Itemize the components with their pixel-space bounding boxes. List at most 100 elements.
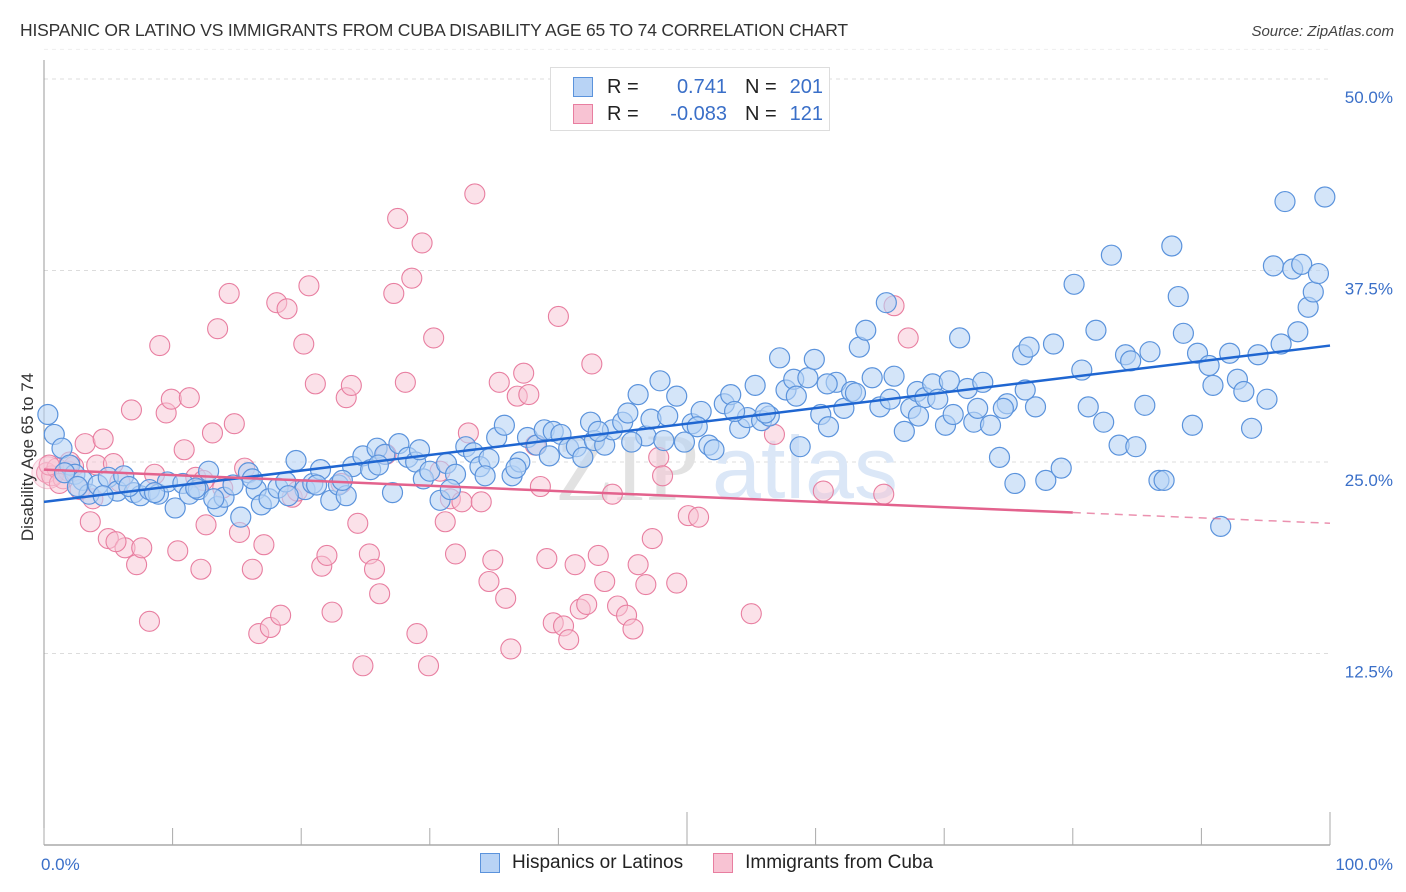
blue-swatch-icon — [573, 77, 593, 97]
data-point-cuba — [195, 514, 217, 536]
data-point-hispanic — [949, 327, 971, 349]
data-point-cuba — [173, 439, 195, 461]
data-point-hispanic — [1042, 333, 1065, 355]
data-point-cuba — [160, 388, 182, 410]
data-point-cuba — [401, 267, 423, 289]
data-point-cuba — [423, 327, 445, 349]
data-point-hispanic — [1100, 244, 1122, 266]
data-point-hispanic — [768, 347, 791, 369]
data-point-cuba — [652, 465, 674, 487]
data-point-cuba — [293, 333, 315, 355]
data-point-cuba — [298, 275, 320, 297]
data-point-cuba — [120, 399, 142, 421]
data-point-hispanic — [1210, 515, 1232, 537]
y-tick-label: 12.5% — [1345, 663, 1393, 682]
data-point-cuba — [253, 534, 275, 556]
data-point-hispanic — [1139, 341, 1161, 363]
data-point-hispanic — [367, 454, 389, 476]
data-point-hispanic — [893, 420, 915, 442]
trend-line-hispanics — [43, 344, 1331, 504]
data-point-hispanic — [66, 475, 89, 498]
data-point-hispanic — [306, 474, 328, 496]
source-label: Source: ZipAtlas.com — [1251, 23, 1394, 40]
data-point-cuba — [536, 547, 558, 570]
data-point-hispanic — [875, 292, 897, 314]
data-point-hispanic — [1167, 285, 1189, 308]
data-point-hispanic — [621, 431, 643, 453]
data-point-cuba — [304, 373, 326, 395]
data-point-hispanic — [785, 385, 807, 407]
data-point-hispanic — [1219, 342, 1241, 364]
data-point-hispanic — [1240, 417, 1263, 439]
data-point-hispanic — [1161, 235, 1183, 257]
data-point-hispanic — [861, 367, 883, 389]
data-point-cuba — [207, 318, 229, 340]
data-point-cuba — [564, 554, 586, 576]
data-point-cuba — [149, 335, 171, 357]
data-point-hispanic — [1172, 322, 1194, 344]
y-tick-label: 37.5% — [1345, 280, 1393, 299]
data-point-cuba — [178, 387, 200, 409]
data-point-cuba — [383, 282, 405, 305]
data-point-hispanic — [1085, 319, 1107, 341]
trend-lines — [43, 344, 1331, 525]
data-point-cuba — [581, 353, 603, 375]
data-point-hispanic — [907, 405, 930, 427]
data-point-hispanic — [938, 370, 960, 392]
y-tick-label: 25.0% — [1345, 471, 1393, 490]
data-point-hispanic — [285, 449, 307, 472]
data-point-hispanic — [203, 488, 225, 510]
data-point-cuba — [529, 475, 551, 498]
data-point-hispanic — [1302, 281, 1324, 303]
data-point-cuba — [558, 629, 580, 651]
x-tick-label-end: 100.0% — [1335, 855, 1393, 874]
data-point-cuba — [387, 207, 409, 229]
data-point-cuba — [131, 537, 153, 559]
data-point-cuba — [897, 327, 919, 349]
data-point-hispanic — [331, 469, 353, 491]
data-point-cuba — [369, 583, 391, 605]
pink-swatch-icon — [573, 104, 593, 124]
data-point-cuba — [488, 371, 510, 393]
correlation-legend: R = 0.741 N = 201 R = -0.083 N = 121 — [550, 67, 830, 131]
data-point-hispanic — [1153, 469, 1175, 491]
data-point-cuba — [622, 618, 644, 640]
data-point-hispanic — [164, 497, 186, 519]
data-point-hispanic — [1134, 394, 1156, 416]
data-point-hispanic — [979, 414, 1002, 436]
data-point-hispanic — [789, 436, 811, 458]
data-point-hispanic — [277, 485, 299, 507]
data-point-hispanic — [474, 465, 496, 487]
data-point-cuba — [79, 511, 101, 533]
data-point-cuba — [513, 362, 535, 384]
legend-item-hispanics[interactable]: Hispanics or Latinos — [480, 852, 683, 874]
data-point-hispanic — [967, 397, 989, 419]
data-point-hispanic — [1291, 253, 1313, 275]
data-point-hispanic — [538, 445, 560, 467]
data-point-cuba — [167, 540, 189, 562]
data-point-hispanic — [988, 446, 1011, 469]
data-point-hispanic — [493, 414, 515, 436]
gridlines — [44, 48, 1330, 654]
data-point-cuba — [478, 570, 500, 593]
data-point-hispanic — [1233, 380, 1255, 403]
data-point-hispanic — [1314, 186, 1336, 208]
data-point-cuba — [635, 574, 657, 596]
data-point-hispanic — [1270, 333, 1292, 355]
data-point-hispanic — [653, 429, 675, 452]
data-point-hispanic — [198, 460, 220, 482]
data-point-hispanic — [1307, 262, 1330, 285]
data-point-hispanic — [703, 439, 725, 461]
data-point-hispanic — [1035, 469, 1057, 491]
data-point-hispanic — [649, 370, 671, 392]
legend-item-cuba[interactable]: Immigrants from Cuba — [713, 852, 933, 874]
data-point-hispanic — [1181, 414, 1203, 436]
data-point-cuba — [340, 374, 362, 396]
chart-title: HISPANIC OR LATINO VS IMMIGRANTS FROM CU… — [20, 20, 848, 40]
data-point-cuba — [363, 558, 386, 580]
data-point-hispanic — [1287, 321, 1309, 343]
legend-label: Hispanics or Latinos — [512, 852, 684, 873]
data-point-cuba — [218, 282, 240, 305]
n-value: 121 — [789, 102, 823, 125]
